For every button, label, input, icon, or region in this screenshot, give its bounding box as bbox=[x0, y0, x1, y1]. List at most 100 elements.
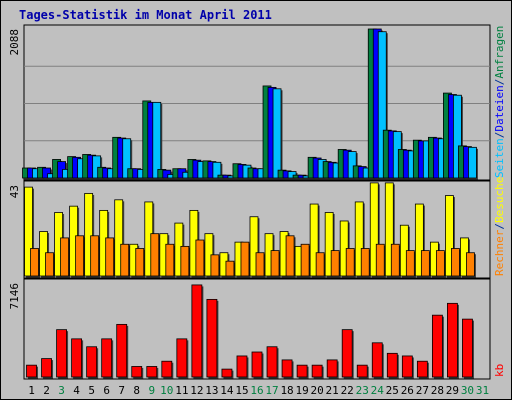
bar-besuche-27 bbox=[414, 203, 424, 277]
bar-kb-26 bbox=[401, 355, 413, 378]
panel-middle-max-label: 43 bbox=[8, 185, 21, 198]
legend-item: / bbox=[493, 132, 506, 139]
bar-besuche-7 bbox=[114, 199, 124, 277]
bar-rechner-14 bbox=[225, 260, 235, 277]
bar-rechner-21 bbox=[330, 250, 340, 277]
panel-bottom-legend: kb bbox=[493, 364, 506, 377]
x-tick-label: 15 bbox=[235, 384, 248, 397]
bar-besuche-1 bbox=[24, 186, 33, 277]
bar-kb-21 bbox=[326, 359, 338, 378]
bar-rechner-29 bbox=[451, 248, 460, 277]
panel-top-legend: Seiten/Dateien/Anfragen bbox=[493, 26, 506, 178]
bar-seiten-7 bbox=[122, 138, 132, 179]
bar-rechner-2 bbox=[45, 252, 54, 277]
panel-bottom: 7146 kb bbox=[8, 278, 506, 380]
bar-seiten-30 bbox=[468, 146, 477, 179]
x-tick-label: 27 bbox=[416, 384, 429, 397]
bar-besuche-29 bbox=[445, 195, 454, 277]
x-tick-label: 20 bbox=[311, 384, 324, 397]
bar-kb-24 bbox=[371, 342, 383, 378]
bar-kb-4 bbox=[71, 338, 83, 378]
legend-item: Dateien bbox=[493, 85, 506, 131]
x-tick-label: 17 bbox=[265, 384, 278, 397]
x-tick-label: 31 bbox=[476, 384, 489, 397]
x-tick-label: 9 bbox=[148, 384, 155, 397]
bar-kb-8 bbox=[131, 366, 143, 378]
chart-panels: 2088Seiten/Dateien/Anfragen43Rechner/Bes… bbox=[8, 24, 506, 380]
bar-rechner-23 bbox=[360, 248, 370, 277]
bar-rechner-16 bbox=[255, 252, 265, 277]
x-tick-label: 18 bbox=[280, 384, 293, 397]
bar-kb-19 bbox=[296, 364, 308, 378]
x-tick-label: 11 bbox=[175, 384, 188, 397]
bar-kb-16 bbox=[251, 351, 263, 378]
bar-rechner-22 bbox=[345, 248, 355, 277]
x-tick-label: 28 bbox=[431, 384, 444, 397]
bar-kb-15 bbox=[236, 355, 248, 378]
bar-seiten-13 bbox=[212, 161, 222, 179]
x-tick-label: 1 bbox=[28, 384, 35, 397]
bar-kb-22 bbox=[341, 329, 353, 378]
bar-rechner-28 bbox=[435, 250, 445, 277]
bar-kb-2 bbox=[41, 358, 52, 378]
legend-item: Besuche bbox=[493, 177, 506, 223]
panel-middle-legend: Rechner/Besuche bbox=[493, 177, 506, 276]
x-tick-label: 16 bbox=[250, 384, 263, 397]
bar-seiten-9 bbox=[152, 101, 162, 179]
x-tick-label: 10 bbox=[160, 384, 173, 397]
bar-rechner-17 bbox=[270, 250, 280, 277]
bar-rechner-8 bbox=[135, 248, 145, 277]
bar-rechner-10 bbox=[165, 243, 175, 277]
bar-rechner-19 bbox=[300, 243, 310, 277]
x-tick-label: 23 bbox=[356, 384, 369, 397]
legend-item: / bbox=[493, 223, 506, 230]
x-tick-label: 29 bbox=[446, 384, 459, 397]
x-tick-label: 3 bbox=[58, 384, 65, 397]
panel-top: 2088 Seiten/Dateien/Anfragen bbox=[8, 24, 506, 181]
bar-besuche-20 bbox=[309, 203, 319, 277]
bar-rechner-18 bbox=[285, 235, 295, 277]
bar-rechner-3 bbox=[60, 237, 69, 277]
bar-kb-23 bbox=[356, 364, 368, 378]
bar-kb-11 bbox=[176, 338, 188, 378]
legend-item: / bbox=[493, 79, 506, 86]
x-tick-label: 26 bbox=[401, 384, 414, 397]
bar-kb-6 bbox=[101, 338, 113, 378]
legend-item: Anfragen bbox=[493, 26, 506, 79]
bar-dateien-2 bbox=[42, 167, 51, 179]
x-tick-label: 4 bbox=[73, 384, 80, 397]
bar-kb-28 bbox=[431, 314, 443, 378]
bar-kb-7 bbox=[116, 323, 128, 378]
bar-rechner-12 bbox=[195, 239, 205, 277]
x-tick-label: 21 bbox=[326, 384, 339, 397]
bar-seiten-17 bbox=[272, 88, 282, 179]
bar-rechner-9 bbox=[150, 233, 160, 277]
bar-kb-29 bbox=[447, 302, 458, 378]
bar-shadow bbox=[229, 177, 238, 180]
bar-seiten-29 bbox=[453, 94, 462, 179]
bar-besuche-25 bbox=[384, 182, 394, 277]
bar-shadow bbox=[304, 177, 313, 180]
bar-rechner-6 bbox=[105, 237, 115, 277]
x-tick-label: 22 bbox=[341, 384, 354, 397]
legend-item: Rechner bbox=[493, 229, 506, 276]
bar-rechner-1 bbox=[30, 248, 39, 277]
x-tick-label: 30 bbox=[461, 384, 474, 397]
bar-kb-14 bbox=[221, 368, 233, 378]
panel-top-max-label: 2088 bbox=[8, 29, 21, 56]
x-tick-label: 24 bbox=[371, 384, 385, 397]
x-tick-label: 5 bbox=[88, 384, 95, 397]
bar-rechner-7 bbox=[120, 243, 130, 277]
bar-kb-10 bbox=[161, 360, 173, 378]
panel-bottom-max-label: 7146 bbox=[8, 283, 21, 310]
bar-rechner-20 bbox=[315, 252, 325, 277]
x-tick-label: 19 bbox=[295, 384, 308, 397]
bar-kb-25 bbox=[386, 352, 398, 378]
bar-besuche-24 bbox=[369, 182, 379, 277]
x-tick-label: 8 bbox=[133, 384, 140, 397]
bar-kb-18 bbox=[281, 359, 293, 378]
x-tick-label: 13 bbox=[205, 384, 218, 397]
bar-kb-20 bbox=[311, 364, 323, 378]
bar-kb-12 bbox=[191, 284, 203, 378]
x-tick-label: 12 bbox=[190, 384, 203, 397]
